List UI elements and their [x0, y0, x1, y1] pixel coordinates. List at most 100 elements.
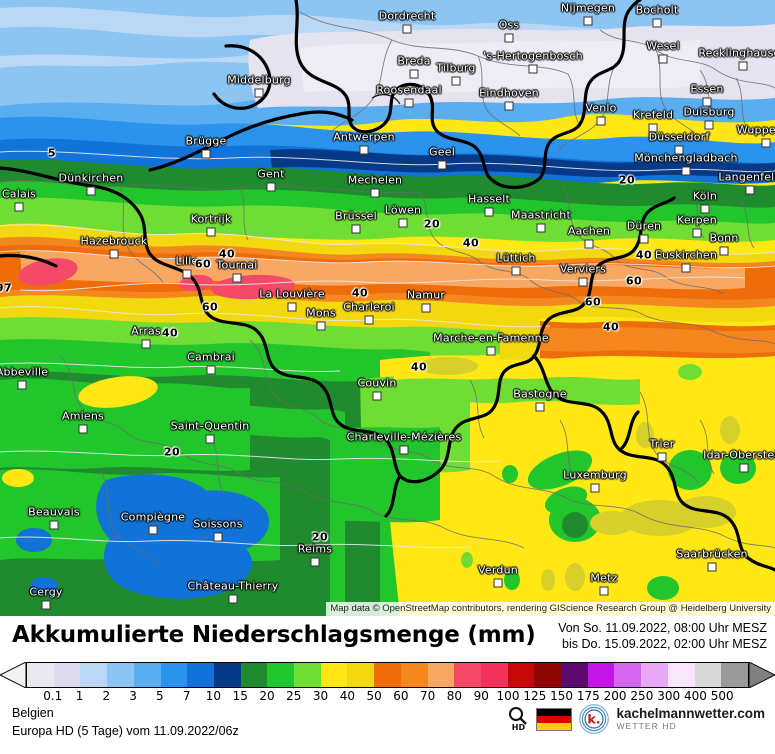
map-raster: [0, 0, 775, 616]
colorbar-tick-200: 200: [603, 689, 627, 703]
colorbar-swatch-12: [347, 663, 375, 687]
colorbar-tick-50: 50: [366, 689, 382, 703]
city-marker: [719, 246, 729, 256]
city-marker: [504, 101, 514, 111]
colorbar-tick-300: 300: [657, 689, 681, 703]
colorbar-tick-30: 30: [312, 689, 329, 703]
colorbar-tick-3: 3: [129, 689, 137, 703]
colorbar-tick-175: 175: [576, 689, 600, 703]
colorbar-low-cap: [0, 662, 26, 688]
colorbar-tick-500: 500: [710, 689, 734, 703]
colorbar-swatch-5: [160, 663, 188, 687]
contour-label: 20: [423, 217, 441, 231]
city-marker: [700, 204, 710, 214]
city-marker: [316, 321, 326, 331]
city-marker: [78, 424, 88, 434]
city-marker: [310, 557, 320, 567]
legend-header: Akkumulierte Niederschlagsmenge (mm) Von…: [0, 616, 775, 662]
city-marker: [739, 463, 749, 473]
contour-label: 40: [635, 248, 653, 262]
city-marker: [205, 434, 215, 444]
city-marker: [692, 228, 702, 238]
city-marker: [201, 149, 211, 159]
city-marker: [639, 234, 649, 244]
kachelmann-k-icon[interactable]: k.: [579, 704, 610, 734]
colorbar-tick-15: 15: [232, 689, 248, 703]
colorbar-swatch-10: [294, 663, 321, 687]
contour-label: 20: [311, 530, 329, 544]
city-marker: [707, 562, 717, 572]
colorbar-tick-125: 125: [523, 689, 547, 703]
city-marker: [590, 483, 600, 493]
city-marker: [370, 188, 380, 198]
colorbar-swatch-21: [587, 663, 615, 687]
city-marker: [583, 16, 593, 26]
legend-title: Akkumulierte Niederschlagsmenge (mm): [12, 622, 536, 648]
city-marker: [652, 18, 662, 28]
period-from: Von So. 11.09.2022, 08:00 Uhr MESZ: [558, 621, 767, 635]
precipitation-map[interactable]: Dordrecht Oss Nijmegen Bocholt Breda Tilburg '…: [0, 0, 775, 616]
city-marker: [266, 182, 276, 192]
colorbar-wrapper: 0.1 1 2 3 5 7 10 15 20 25 30 40 50 60 70 80 90 100 125 150 1…: [0, 660, 775, 706]
city-marker: [738, 61, 748, 71]
city-marker: [399, 445, 409, 455]
contour-label: 40: [161, 326, 179, 340]
city-marker: [702, 97, 712, 107]
city-marker: [254, 88, 264, 98]
city-marker: [206, 365, 216, 375]
city-marker: [41, 600, 51, 610]
branding[interactable]: HD k. kachelmannwetter.com WETTER HD: [507, 704, 765, 734]
precipitation-colorbar: [26, 662, 749, 688]
contour-label: 20: [618, 173, 636, 187]
region-name: Belgien: [12, 706, 54, 720]
city-marker: [578, 277, 588, 287]
city-marker: [657, 452, 667, 462]
colorbar-swatch-13: [374, 663, 401, 687]
city-marker: [504, 33, 514, 43]
contour-label: 60: [201, 300, 219, 314]
contour-label: 40: [410, 360, 428, 374]
city-marker: [404, 98, 414, 108]
contour-label: 97: [0, 281, 13, 295]
city-marker: [486, 346, 496, 356]
city-marker: [402, 24, 412, 34]
contour-label: 40: [218, 247, 236, 261]
colorbar-swatch-3: [107, 663, 134, 687]
city-marker: [535, 402, 545, 412]
colorbar-tick-5: 5: [156, 689, 164, 703]
contour-label: 40: [602, 320, 620, 334]
city-marker: [228, 594, 238, 604]
colorbar-swatch-14: [400, 663, 428, 687]
city-marker: [148, 525, 158, 535]
contour-label: 60: [194, 257, 212, 271]
colorbar-tick-60: 60: [393, 689, 409, 703]
city-marker: [681, 166, 691, 176]
city-marker: [536, 223, 546, 233]
city-marker: [364, 315, 374, 325]
colorbar-tick-40: 40: [339, 689, 355, 703]
city-marker: [658, 54, 668, 64]
city-marker: [372, 391, 382, 401]
city-marker: [351, 224, 361, 234]
city-marker: [704, 120, 714, 130]
city-marker: [206, 227, 216, 237]
city-marker: [182, 269, 192, 279]
city-marker: [674, 145, 684, 155]
city-marker: [596, 116, 606, 126]
colorbar-swatch-22: [614, 663, 642, 687]
contour-label: 60: [625, 274, 643, 288]
contour-label: 40: [462, 236, 480, 250]
brand-site: kachelmannwetter.com: [616, 706, 765, 722]
city-marker: [213, 532, 223, 542]
colorbar-swatch-25: [694, 663, 722, 687]
city-marker: [287, 302, 297, 312]
colorbar-swatch-11: [320, 663, 348, 687]
colorbar-swatch-17: [480, 663, 508, 687]
city-marker: [141, 339, 151, 349]
colorbar-tick-90: 90: [473, 689, 489, 703]
hd-quality-mark: HD: [507, 706, 529, 732]
colorbar-swatch-6: [187, 663, 214, 687]
colorbar-swatch-4: [133, 663, 161, 687]
city-marker: [359, 145, 369, 155]
city-marker: [232, 273, 242, 283]
